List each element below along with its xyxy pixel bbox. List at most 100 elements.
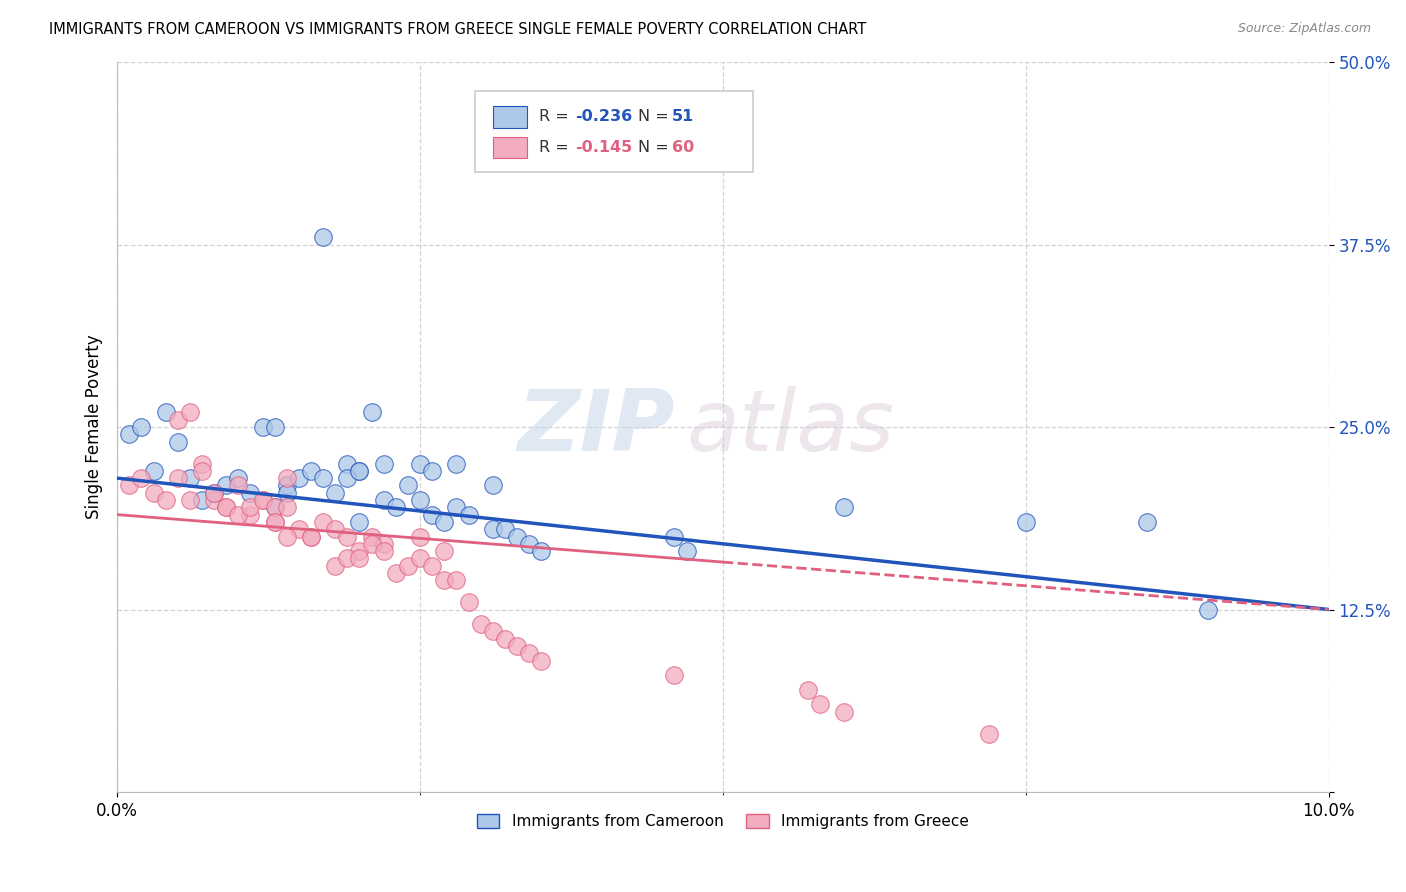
Point bbox=[481, 522, 503, 536]
Point bbox=[252, 493, 274, 508]
Point bbox=[470, 617, 492, 632]
Point bbox=[155, 493, 177, 508]
Point bbox=[166, 434, 188, 449]
Point bbox=[191, 464, 214, 478]
Point bbox=[530, 544, 553, 558]
Point bbox=[239, 500, 262, 515]
Point bbox=[299, 529, 322, 543]
Point bbox=[506, 529, 529, 543]
Point bbox=[481, 478, 503, 492]
Point bbox=[360, 537, 382, 551]
Point bbox=[832, 705, 855, 719]
Point bbox=[118, 478, 141, 492]
Text: IMMIGRANTS FROM CAMEROON VS IMMIGRANTS FROM GREECE SINGLE FEMALE POVERTY CORRELA: IMMIGRANTS FROM CAMEROON VS IMMIGRANTS F… bbox=[49, 22, 866, 37]
Point bbox=[1136, 515, 1159, 529]
Point bbox=[420, 464, 443, 478]
Point bbox=[349, 464, 371, 478]
Point bbox=[263, 500, 285, 515]
Text: R =: R = bbox=[538, 140, 574, 155]
Point bbox=[215, 500, 238, 515]
Point bbox=[179, 405, 201, 419]
Point bbox=[336, 457, 359, 471]
Text: Source: ZipAtlas.com: Source: ZipAtlas.com bbox=[1237, 22, 1371, 36]
Text: N =: N = bbox=[638, 110, 673, 124]
Point bbox=[252, 493, 274, 508]
Point bbox=[349, 544, 371, 558]
Y-axis label: Single Female Poverty: Single Female Poverty bbox=[86, 334, 103, 519]
Point bbox=[979, 726, 1001, 740]
Point bbox=[299, 464, 322, 478]
Point bbox=[118, 427, 141, 442]
Point bbox=[433, 515, 456, 529]
Point bbox=[664, 668, 686, 682]
Point bbox=[166, 471, 188, 485]
Point bbox=[263, 420, 285, 434]
Point bbox=[796, 682, 818, 697]
Point bbox=[276, 478, 298, 492]
Point bbox=[131, 420, 153, 434]
Point bbox=[142, 485, 165, 500]
Point bbox=[263, 515, 285, 529]
Point bbox=[1197, 602, 1219, 616]
Point bbox=[494, 632, 516, 646]
Point bbox=[517, 537, 540, 551]
Point bbox=[252, 420, 274, 434]
Point bbox=[409, 493, 432, 508]
Point bbox=[373, 537, 395, 551]
Point bbox=[385, 566, 408, 580]
Text: N =: N = bbox=[638, 140, 673, 155]
Point bbox=[349, 551, 371, 566]
Point bbox=[373, 544, 395, 558]
Point bbox=[263, 515, 285, 529]
Point bbox=[312, 471, 335, 485]
Point bbox=[446, 500, 468, 515]
Point bbox=[215, 478, 238, 492]
Point bbox=[433, 544, 456, 558]
Point bbox=[276, 471, 298, 485]
Point bbox=[288, 522, 311, 536]
Point bbox=[457, 595, 479, 609]
Bar bbox=[492, 106, 527, 128]
Point bbox=[420, 558, 443, 573]
Text: 51: 51 bbox=[672, 110, 695, 124]
Point bbox=[202, 493, 225, 508]
Point bbox=[299, 529, 322, 543]
Point bbox=[396, 478, 419, 492]
Point bbox=[481, 624, 503, 639]
Point bbox=[409, 529, 432, 543]
Point bbox=[276, 485, 298, 500]
Point bbox=[530, 654, 553, 668]
Point bbox=[312, 515, 335, 529]
Point bbox=[336, 529, 359, 543]
Point bbox=[446, 457, 468, 471]
Point bbox=[336, 551, 359, 566]
Legend: Immigrants from Cameroon, Immigrants from Greece: Immigrants from Cameroon, Immigrants fro… bbox=[471, 808, 976, 836]
Point bbox=[494, 522, 516, 536]
Point bbox=[228, 471, 250, 485]
FancyBboxPatch shape bbox=[475, 91, 754, 171]
Point bbox=[215, 500, 238, 515]
Point bbox=[142, 464, 165, 478]
Point bbox=[360, 405, 382, 419]
Point bbox=[228, 478, 250, 492]
Text: 60: 60 bbox=[672, 140, 695, 155]
Point bbox=[396, 558, 419, 573]
Text: ZIP: ZIP bbox=[517, 385, 675, 468]
Point bbox=[202, 485, 225, 500]
Point bbox=[179, 471, 201, 485]
Point bbox=[457, 508, 479, 522]
Point bbox=[312, 230, 335, 244]
Text: atlas: atlas bbox=[686, 385, 894, 468]
Point bbox=[664, 529, 686, 543]
Point bbox=[191, 493, 214, 508]
Point bbox=[239, 508, 262, 522]
Point bbox=[1015, 515, 1038, 529]
Point bbox=[675, 544, 697, 558]
Bar bbox=[492, 136, 527, 159]
Point bbox=[323, 522, 346, 536]
Point bbox=[420, 508, 443, 522]
Point bbox=[832, 500, 855, 515]
Text: R =: R = bbox=[538, 110, 574, 124]
Point bbox=[239, 485, 262, 500]
Point bbox=[263, 500, 285, 515]
